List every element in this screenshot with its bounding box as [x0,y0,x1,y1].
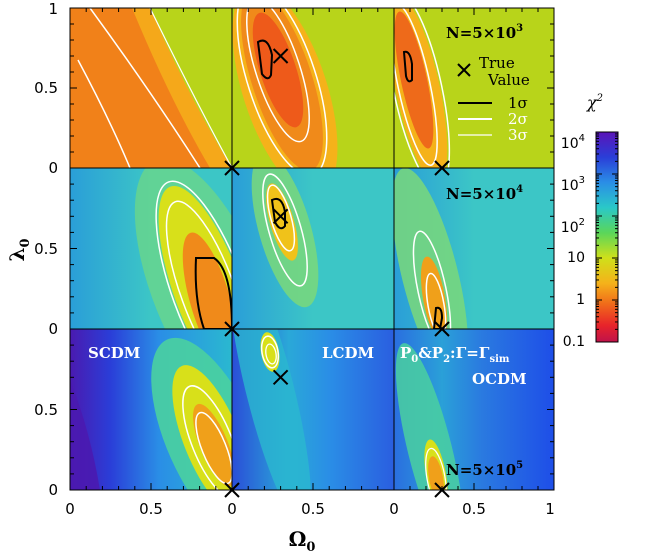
panel-row0-ocdm [394,8,554,168]
cb-tick-0.1: 0.1 [563,334,585,350]
y-axis-title: λ0 [5,238,33,261]
true-value-marker-r1-c2 [434,321,450,337]
row1-sample-size-label: N=5×104 [446,184,523,203]
legend-1sigma-label: 1σ [508,94,528,112]
true-value-marker-r2-c1 [272,369,289,386]
panel-row2-lcdm [232,329,394,490]
y-tick-row0-top: 1 [48,0,58,18]
y-tick-labels: 1 0.5 0 0.5 0 0.5 0 [34,0,58,499]
y-tick-row1-mid: 0.5 [34,240,58,258]
legend-true-label: True [479,54,515,72]
legend-3sigma-label: 3σ [508,126,528,144]
x-tick-col2-left: 0 [389,500,399,518]
power-spectrum-annotation: P0&P2:Γ=Γsim [400,344,510,365]
x-tick-col1-mid: 0.5 [301,500,325,518]
x-tick-col2-right: 1 [545,500,555,518]
y-tick-row0-bottom: 0 [48,159,58,177]
true-value-marker-r1-c1 [272,208,289,225]
y-tick-row2-bottom: 0 [48,481,58,499]
true-value-marker-r0-c0 [224,160,240,176]
legend-true-value-marker [457,63,471,77]
true-value-marker-r0-c2 [434,160,450,176]
cb-tick-1e3: 103 [561,175,585,194]
x-tick-col2-mid: 0.5 [462,500,486,518]
colorbar-title: χ2 [586,93,603,112]
model-label-scdm: SCDM [88,344,140,362]
model-label-ocdm: OCDM [472,370,527,388]
legend-value-label: Value [487,71,530,89]
true-value-markers [224,48,450,498]
panel-row1-ocdm [394,168,554,329]
tick-marks [69,7,555,491]
legend-2sigma-label: 2σ [508,110,528,128]
x-tick-labels: 0 0.5 0 0.5 0 0.5 1 [65,500,555,518]
y-tick-row0-mid: 0.5 [34,79,58,97]
x-tick-col0-mid: 0.5 [139,500,163,518]
panel-row1-scdm [70,168,232,329]
panel-row0-scdm [70,8,232,168]
panel-row1-lcdm [232,168,394,329]
cb-tick-1e2: 102 [561,217,585,236]
legend: True Value 1σ 2σ 3σ [457,54,530,144]
x-tick-col1-left: 0 [227,500,237,518]
panel-row0-lcdm [232,8,394,168]
y-tick-row1-bottom: 0 [48,320,58,338]
model-label-lcdm: LCDM [322,344,374,362]
x-tick-col0-left: 0 [65,500,75,518]
colorbar-tick-labels: 104 103 102 10 1 0.1 [561,133,585,350]
x-axis-title: Ω0 [289,527,316,551]
y-tick-row2-mid: 0.5 [34,401,58,419]
colorbar-gradient [595,131,619,343]
true-value-marker-r1-c0 [224,321,240,337]
row2-sample-size-label: N=5×105 [446,460,523,479]
colorbar-tick-marks [596,131,618,343]
true-value-marker-r0-c1 [272,48,289,64]
cb-tick-1e4: 104 [561,133,585,152]
cb-tick-1: 1 [576,292,585,308]
colorbar: χ2 104 103 102 10 1 0.1 [561,93,619,350]
cb-tick-10: 10 [567,250,585,266]
row0-sample-size-label: N=5×103 [446,23,523,42]
panel-row2-ocdm [394,329,554,490]
